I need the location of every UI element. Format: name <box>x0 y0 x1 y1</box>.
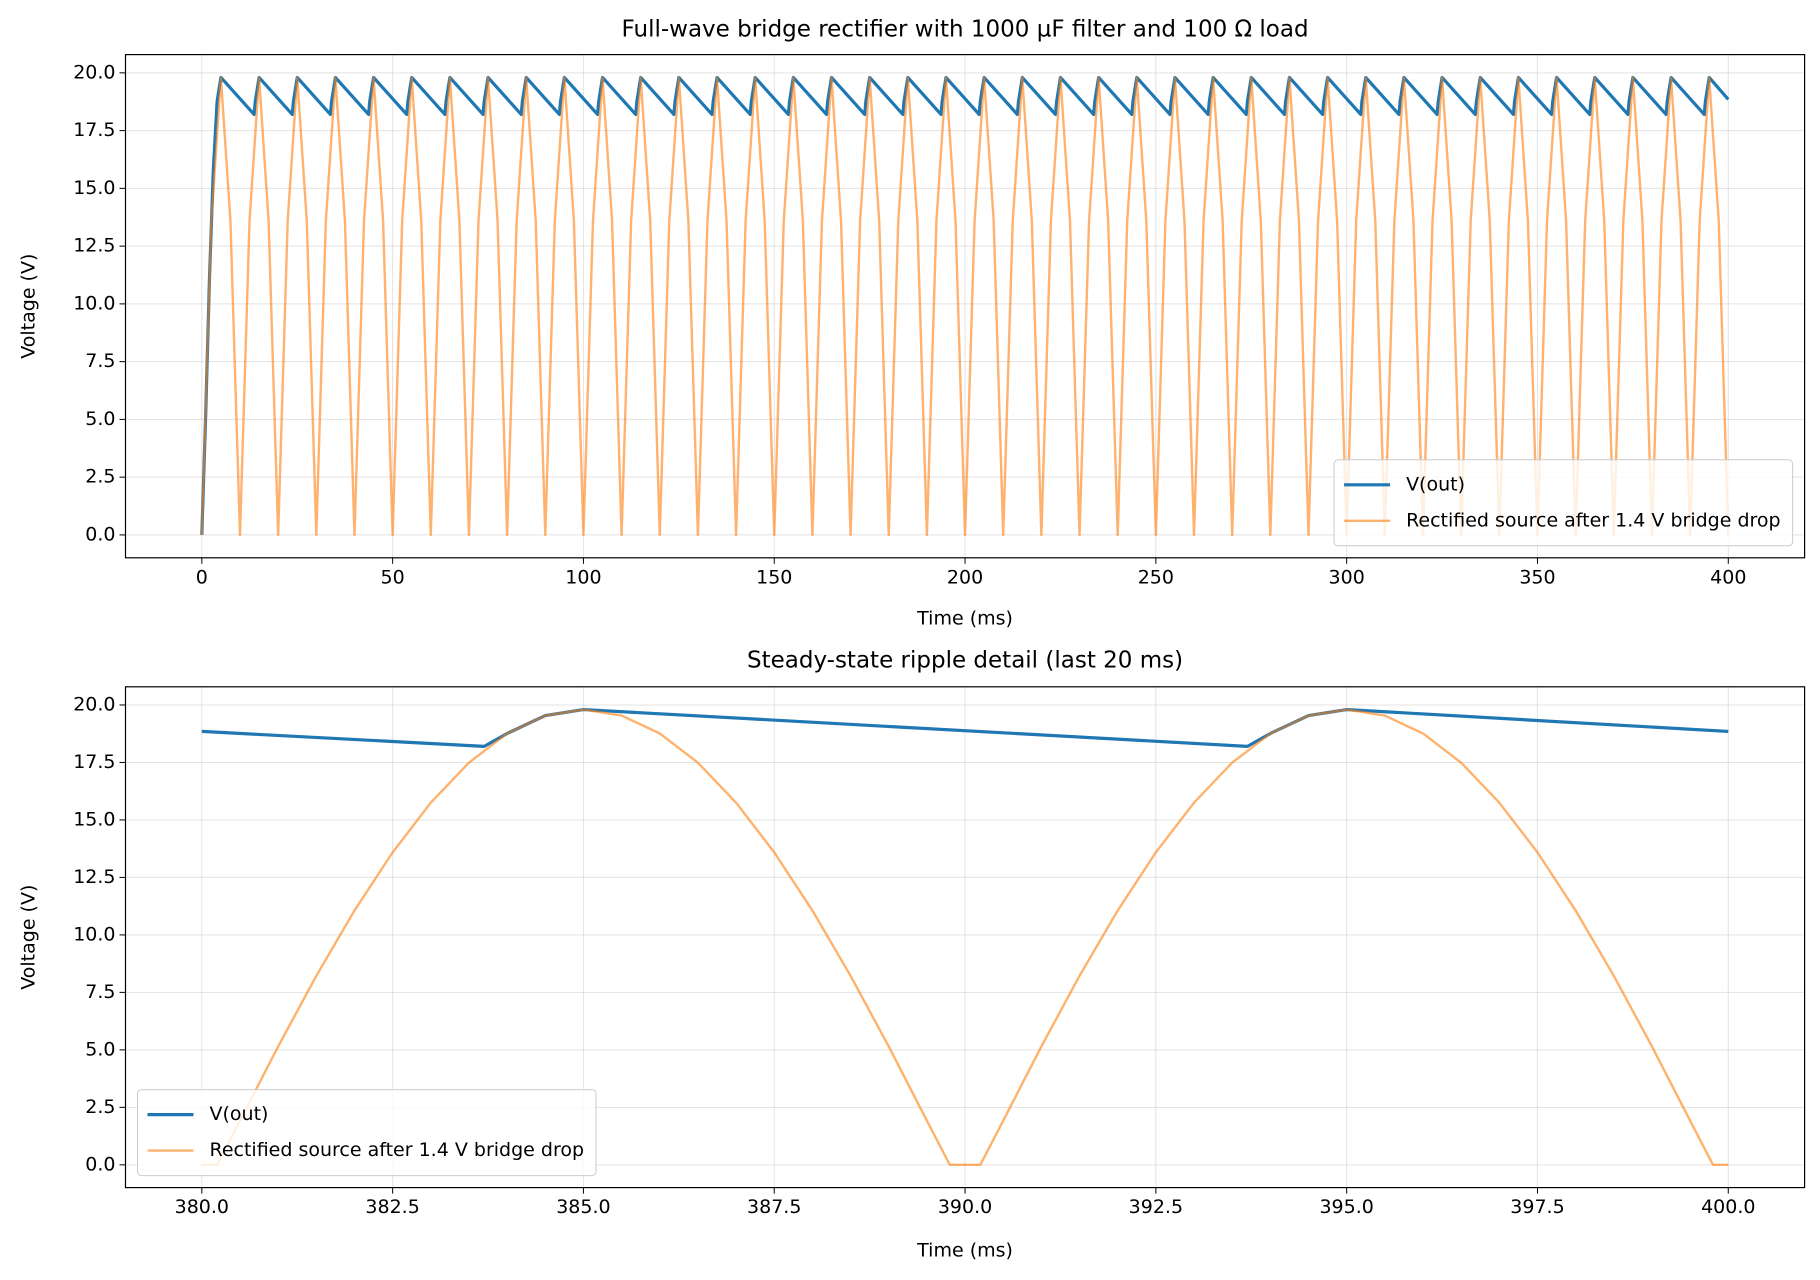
x-tick-label: 400 <box>1710 566 1746 588</box>
x-tick-label: 100 <box>565 566 601 588</box>
y-axis-label: Voltage (V) <box>18 254 40 359</box>
y-tick-label: 5.0 <box>85 408 115 430</box>
x-tick-label: 400.0 <box>1701 1196 1755 1218</box>
y-tick-label: 17.5 <box>73 751 115 773</box>
x-tick-label: 0 <box>196 566 208 588</box>
y-tick-label: 7.5 <box>85 350 115 372</box>
x-tick-label: 395.0 <box>1319 1196 1373 1218</box>
y-tick-label: 2.5 <box>85 1096 115 1118</box>
x-tick-label: 350 <box>1519 566 1555 588</box>
legend-label: Rectified source after 1.4 V bridge drop <box>210 1139 585 1161</box>
x-tick-label: 390.0 <box>938 1196 992 1218</box>
x-tick-label: 397.5 <box>1510 1196 1564 1218</box>
x-tick-label: 150 <box>756 566 792 588</box>
y-tick-label: 0.0 <box>85 1153 115 1175</box>
legend: V(out) Rectified source after 1.4 V bridg… <box>137 1089 597 1177</box>
x-axis-label: Time (ms) <box>916 1240 1013 1262</box>
x-tick-label: 300 <box>1329 566 1365 588</box>
y-tick-label: 15.0 <box>73 177 115 199</box>
legend: V(out) Rectified source after 1.4 V bridg… <box>1333 459 1794 547</box>
chart-title: Steady-state ripple detail (last 20 ms) <box>747 648 1183 674</box>
y-tick-label: 20.0 <box>73 61 115 83</box>
x-tick-label: 392.5 <box>1129 1196 1183 1218</box>
x-tick-label: 200 <box>947 566 983 588</box>
y-tick-label: 20.0 <box>73 693 115 715</box>
x-tick-label: 380.0 <box>175 1196 229 1218</box>
y-tick-label: 10.0 <box>73 923 115 945</box>
y-tick-label: 10.0 <box>73 292 115 314</box>
legend-label: V(out) <box>210 1103 269 1125</box>
y-tick-label: 17.5 <box>73 119 115 141</box>
legend-label: Rectified source after 1.4 V bridge drop <box>1406 509 1781 531</box>
x-tick-label: 382.5 <box>365 1196 419 1218</box>
chart-title: Full-wave bridge rectifier with 1000 µF … <box>622 17 1309 43</box>
y-tick-label: 5.0 <box>85 1038 115 1060</box>
x-tick-label: 250 <box>1138 566 1174 588</box>
legend-box <box>1333 459 1794 547</box>
series-line <box>201 708 1729 1167</box>
y-axis-label: Voltage (V) <box>18 885 40 990</box>
y-tick-label: 2.5 <box>85 466 115 488</box>
y-tick-label: 15.0 <box>73 808 115 830</box>
x-tick-label: 387.5 <box>747 1196 801 1218</box>
y-tick-label: 12.5 <box>73 235 115 257</box>
series-line <box>200 76 1730 537</box>
x-tick-label: 50 <box>381 566 405 588</box>
legend-box <box>137 1089 597 1177</box>
x-tick-label: 385.0 <box>556 1196 610 1218</box>
legend-label: V(out) <box>1406 473 1465 495</box>
y-tick-label: 12.5 <box>73 866 115 888</box>
x-axis-label: Time (ms) <box>916 608 1013 630</box>
y-tick-label: 0.0 <box>85 523 115 545</box>
y-tick-label: 7.5 <box>85 981 115 1003</box>
